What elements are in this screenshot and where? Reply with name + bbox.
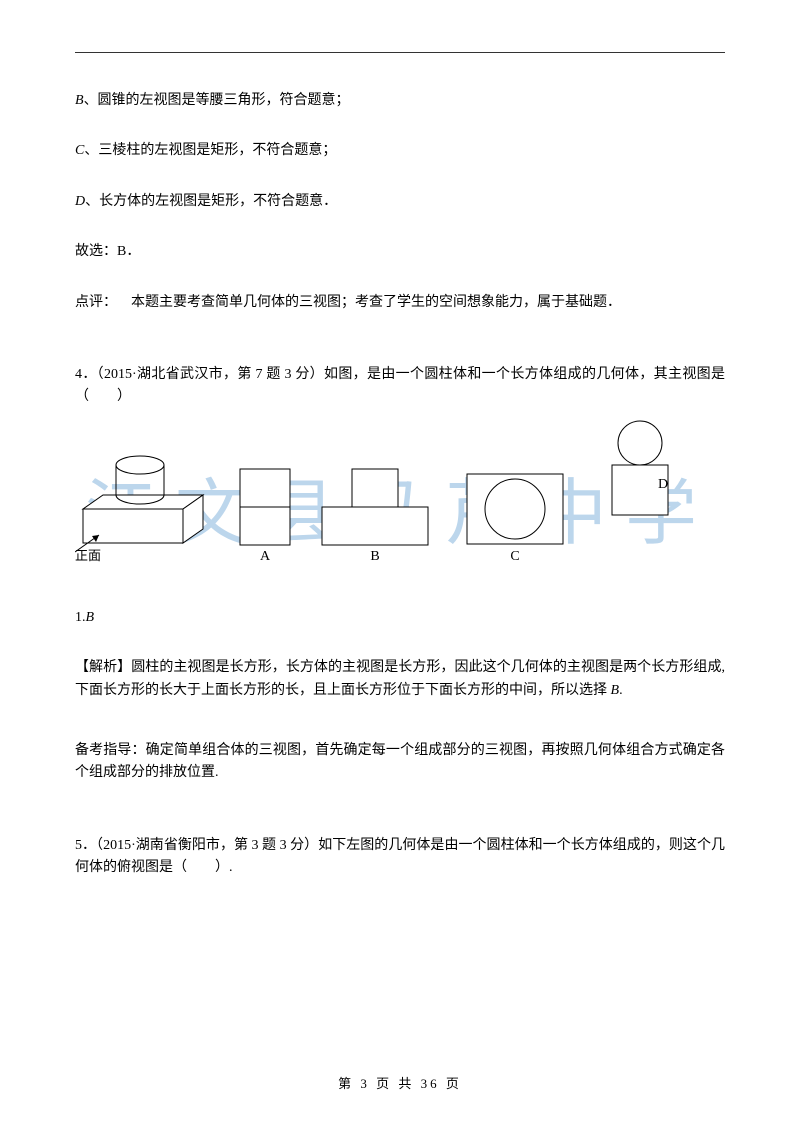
para-c-text: 、三棱柱的左视图是矩形，不符合题意； <box>84 143 336 158</box>
option-d-label: D <box>653 477 673 493</box>
para-d: D、长方体的左视图是矩形，不符合题意． <box>75 191 725 213</box>
header-rule <box>75 52 725 53</box>
q5-stem: 5．（2015·湖南省衡阳市，第 3 题 3 分）如下左图的几何体是由一个圆柱体… <box>75 835 725 880</box>
option-b-label: B <box>365 549 385 565</box>
para-b: B、圆锥的左视图是等腰三角形，符合题意； <box>75 90 725 112</box>
footer-suffix: 页 <box>446 1076 462 1091</box>
footer-page: 3 <box>360 1076 370 1091</box>
option-b-diagram <box>320 467 430 547</box>
review-label: 点评： <box>75 292 131 314</box>
option-c-diagram <box>465 472 565 547</box>
review-para: 点评：本题主要考查简单几何体的三视图；考查了学生的空间想象能力，属于基础题． <box>75 292 725 314</box>
para-c: C、三棱柱的左视图是矩形，不符合题意； <box>75 140 725 162</box>
review-text: 本题主要考查简单几何体的三视图；考查了学生的空间想象能力，属于基础题． <box>131 295 621 310</box>
analysis-text: 圆柱的主视图是长方形，长方体的主视图是长方形，因此这个几何体的主视图是两个长方形… <box>75 660 725 697</box>
q4-analysis: 【解析】圆柱的主视图是长方形，长方体的主视图是长方形，因此这个几何体的主视图是两… <box>75 657 725 702</box>
q4-answer: 1.B <box>75 607 725 629</box>
solid-diagram <box>75 447 210 557</box>
para-choice: 故选：B． <box>75 241 725 263</box>
q4-figure: 江文县马芹中学 正面 <box>75 437 725 577</box>
para-b-text: 、圆锥的左视图是等腰三角形，符合题意； <box>84 93 350 108</box>
footer-mid: 页 共 <box>376 1076 414 1091</box>
diagrams: 正面 A B C D <box>75 437 725 577</box>
para-d-text: 、长方体的左视图是矩形，不符合题意． <box>85 194 337 209</box>
footer-total: 36 <box>421 1076 440 1091</box>
analysis-label: 【解析】 <box>75 660 131 675</box>
footer-prefix: 第 <box>338 1076 354 1091</box>
q4-guide: 备考指导：确定简单组合体的三视图，首先确定每一个组成部分的三视图，再按照几何体组… <box>75 740 725 785</box>
option-a-label: A <box>255 549 275 565</box>
option-c-label: C <box>505 549 525 565</box>
option-a-diagram <box>235 467 295 547</box>
guide-label: 备考指导： <box>75 743 146 758</box>
q4-stem: 4．（2015·湖北省武汉市，第 7 题 3 分）如图，是由一个圆柱体和一个长方… <box>75 364 725 409</box>
front-label: 正面 <box>75 545 101 564</box>
guide-text: 确定简单组合体的三视图，首先确定每一个组成部分的三视图，再按照几何体组合方式确定… <box>75 743 725 780</box>
option-d-diagram <box>605 419 675 519</box>
page-footer: 第 3 页 共 36 页 <box>0 1073 800 1092</box>
